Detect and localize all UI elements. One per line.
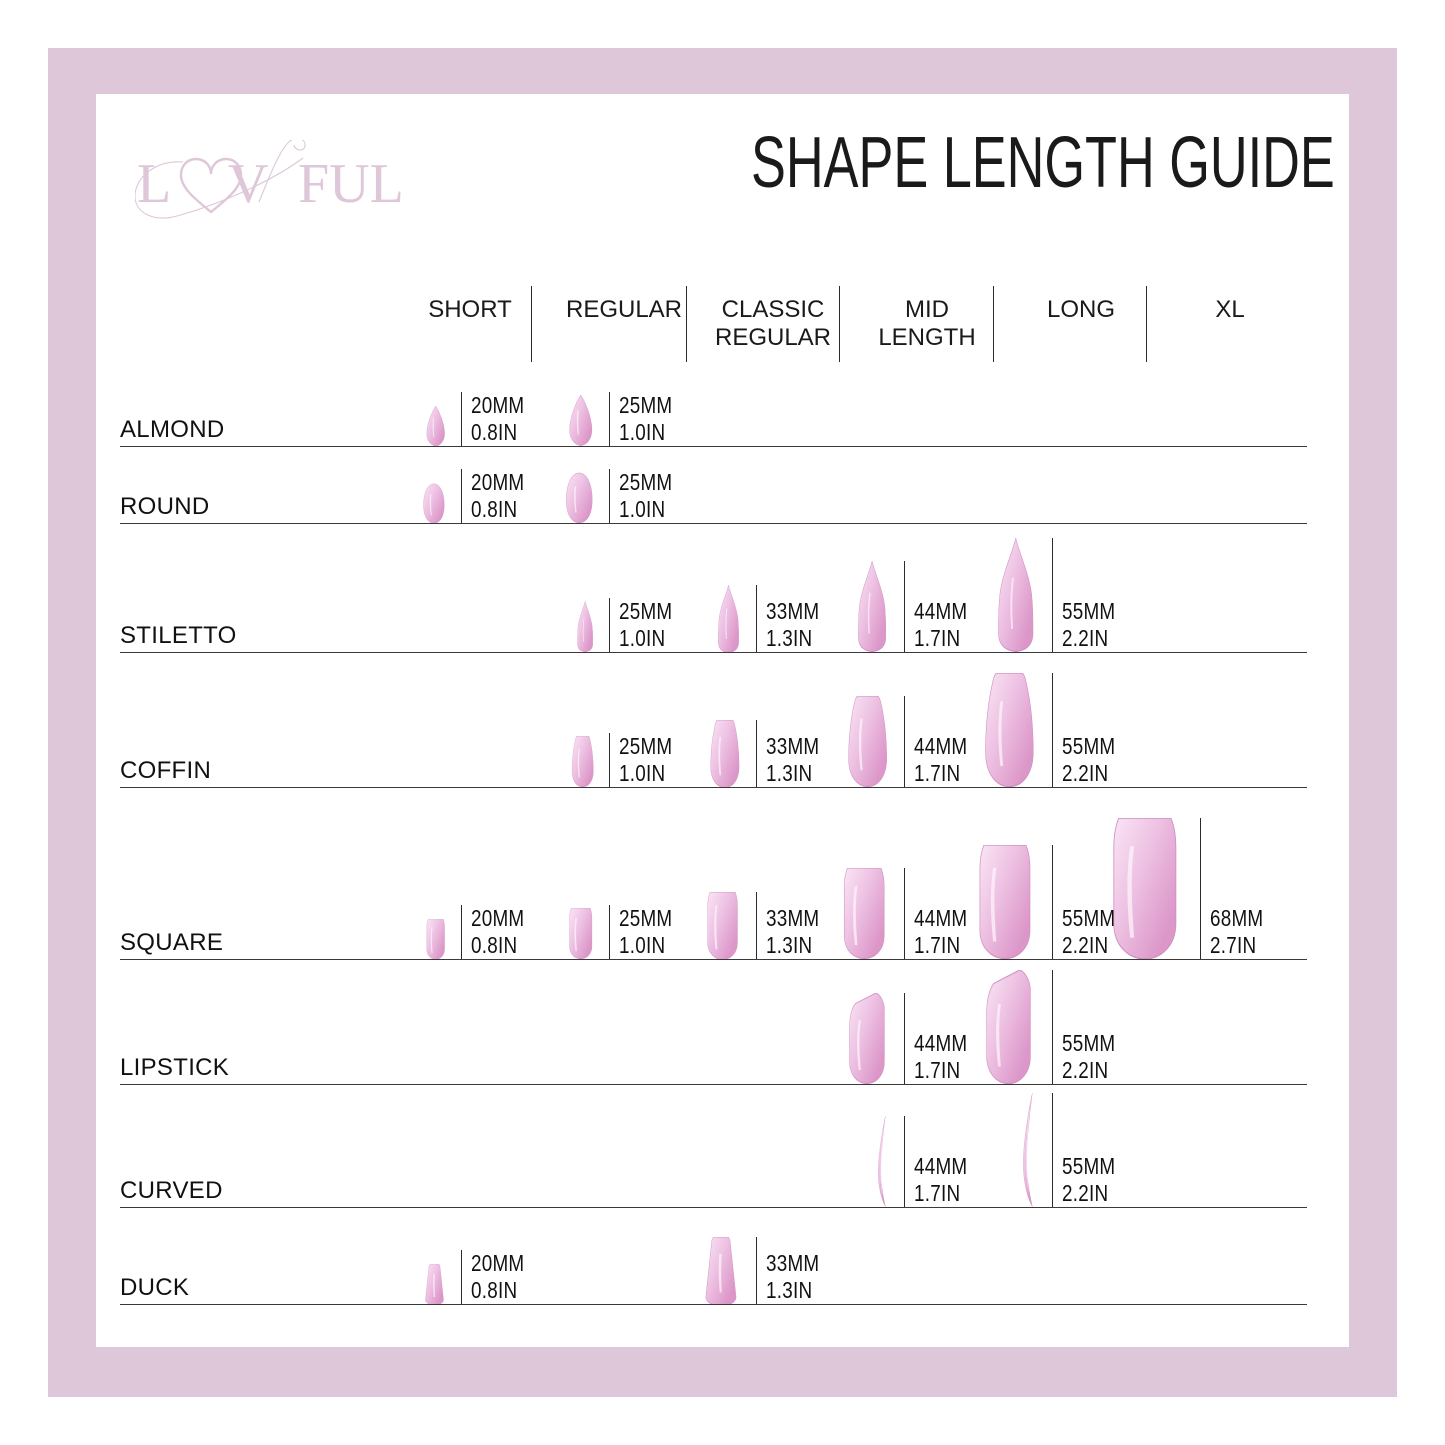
svg-text:FUL: FUL: [298, 153, 404, 215]
svg-text:L: L: [137, 153, 171, 215]
svg-text:V: V: [228, 153, 268, 215]
